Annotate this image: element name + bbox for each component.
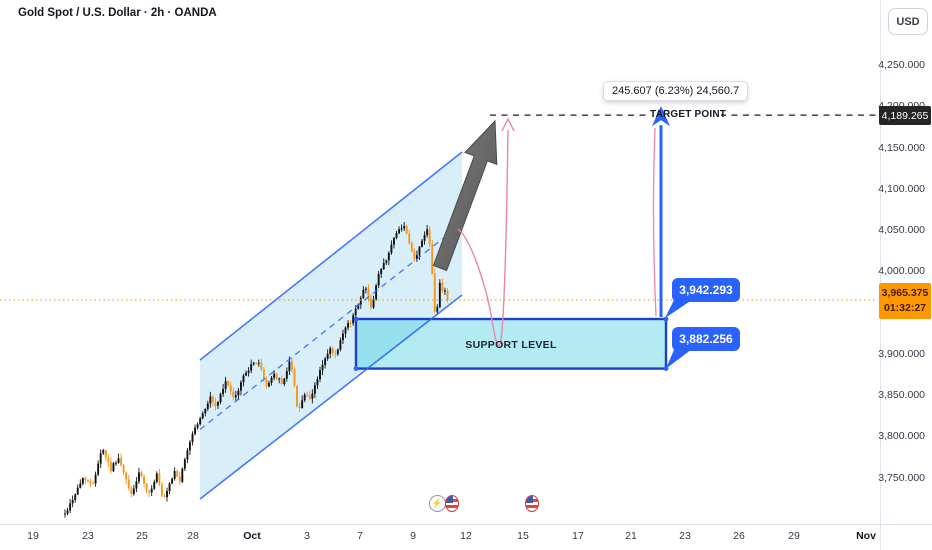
us-flag-icon[interactable] xyxy=(445,495,459,512)
currency-button[interactable]: USD xyxy=(888,8,928,35)
price-axis[interactable]: 4,250.0004,200.0004,150.0004,100.0004,05… xyxy=(878,0,932,524)
x-axis-label: 19 xyxy=(27,530,39,542)
target-point-label[interactable]: TARGET POINT xyxy=(650,109,727,120)
y-axis-label: 4,000.000 xyxy=(878,265,925,278)
y-axis-label: 3,900.000 xyxy=(878,347,925,360)
bar-countdown: 01:32:27 xyxy=(883,302,927,314)
projection-path-pink[interactable] xyxy=(457,117,657,347)
x-axis-label: 28 xyxy=(187,530,199,542)
trend-up-arrow[interactable] xyxy=(432,119,498,272)
candlestick-series xyxy=(64,221,449,518)
x-axis-label: Oct xyxy=(243,530,261,542)
current-price-value: 3,965.375 xyxy=(881,287,929,299)
x-axis-label: 25 xyxy=(136,530,148,542)
y-axis-label: 4,250.000 xyxy=(878,58,925,71)
y-axis-label: 4,050.000 xyxy=(878,224,925,237)
x-axis-label: 3 xyxy=(304,530,310,542)
time-axis[interactable]: 19 23 25 28 Oct 3 7 9 12 15 17 21 23 26 29 Nov xyxy=(0,525,880,550)
y-axis-label: 3,750.000 xyxy=(878,471,925,484)
symbol-title[interactable]: Gold Spot / U.S. Dollar · 2h · OANDA xyxy=(18,7,217,19)
y-axis-label: 4,100.000 xyxy=(878,182,925,195)
support-bottom-price-callout[interactable]: 3,882.256 xyxy=(672,327,740,351)
x-axis-label: 17 xyxy=(572,530,584,542)
ascending-channel-lines[interactable] xyxy=(199,151,463,500)
measure-tooltip: 245.607 (6.23%) 24,560.7 xyxy=(603,81,749,101)
x-axis-label: 29 xyxy=(788,530,800,542)
target-dashed-line[interactable] xyxy=(490,108,878,123)
y-axis-label: 3,800.000 xyxy=(878,430,925,443)
price-axis-separator xyxy=(880,0,881,550)
x-axis-label: 23 xyxy=(82,530,94,542)
x-axis-label: 23 xyxy=(679,530,691,542)
target-arrow-icon[interactable] xyxy=(652,106,670,318)
y-axis-label: 4,150.000 xyxy=(878,141,925,154)
x-axis-label: 26 xyxy=(733,530,745,542)
x-axis-label: 7 xyxy=(357,530,363,542)
chart-canvas[interactable] xyxy=(0,0,880,524)
x-axis-label: 15 xyxy=(517,530,529,542)
support-top-price-callout[interactable]: 3,942.293 xyxy=(672,278,740,302)
x-axis-label: 9 xyxy=(410,530,416,542)
x-axis-label: Nov xyxy=(856,530,876,542)
x-axis-label: 12 xyxy=(460,530,472,542)
current-price-axis-badge: 3,965.375 01:32:27 xyxy=(879,283,931,319)
x-axis-label: 21 xyxy=(625,530,637,542)
time-axis-separator xyxy=(0,524,932,525)
support-zone-rect[interactable] xyxy=(353,316,669,371)
us-flag-icon[interactable] xyxy=(525,495,539,512)
support-level-label[interactable]: SUPPORT LEVEL xyxy=(465,339,557,351)
target-price-axis-badge: 4,189.265 xyxy=(879,106,931,125)
lightning-icon[interactable]: ⚡ xyxy=(428,495,446,512)
y-axis-label: 3,850.000 xyxy=(878,389,925,402)
